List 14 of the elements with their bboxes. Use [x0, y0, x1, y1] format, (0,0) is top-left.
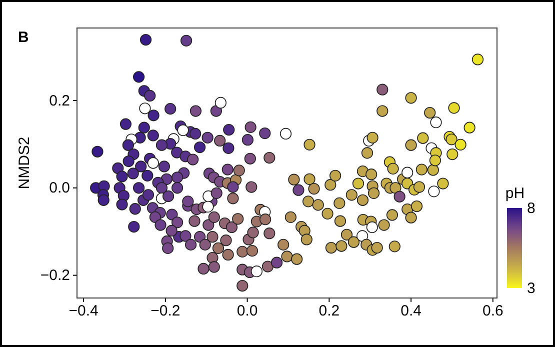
x-tick-label: 0.0: [236, 302, 258, 320]
x-tick-label: 0.4: [400, 302, 422, 320]
x-tick-label: −0.2: [150, 302, 180, 320]
y-tick-label: 0.2: [49, 92, 70, 110]
color-bar-title: pH: [505, 185, 525, 202]
y-axis-title: NMDS2: [16, 136, 33, 190]
color-bar-label: 3: [527, 280, 536, 297]
y-tick-label: −0.2: [40, 267, 70, 284]
x-tick-label: 0.6: [482, 302, 504, 320]
chart-title: B: [18, 29, 29, 46]
x-tick-label: 0.2: [318, 302, 340, 320]
y-tick-label: 0.0: [49, 180, 70, 197]
x-tick-label: −0.4: [68, 302, 98, 320]
color-bar-label: 8: [527, 200, 536, 217]
